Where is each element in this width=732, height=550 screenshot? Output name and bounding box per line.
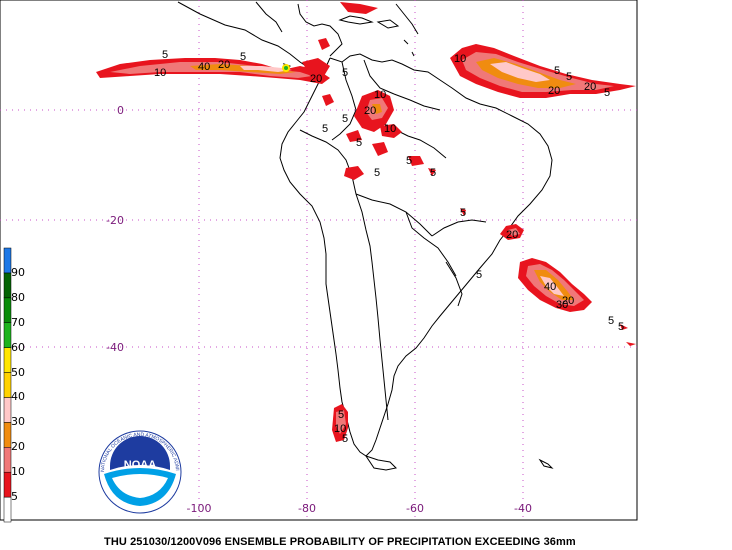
legend-label: 30 xyxy=(11,415,25,429)
legend-swatch xyxy=(3,397,12,423)
contour-label: 5 xyxy=(338,409,344,421)
map-caption: THU 251030/1200V096 ENSEMBLE PROBABILITY… xyxy=(104,536,576,548)
contour-label: 10 xyxy=(334,423,346,435)
legend-label: 5 xyxy=(11,490,18,504)
contour-label: 10 xyxy=(154,67,166,79)
legend-swatch xyxy=(3,496,12,523)
y-axis-labels: 0 -20 -40 xyxy=(106,104,124,354)
noaa-logo-text: NOAA xyxy=(124,459,156,471)
contour-label: 5 xyxy=(406,155,412,167)
legend-swatch xyxy=(3,347,12,373)
contour-label: 5 xyxy=(460,207,466,219)
contour-label: 5 xyxy=(342,67,348,79)
contour-label: 5 xyxy=(162,49,168,61)
legend-label: 40 xyxy=(11,390,25,404)
contour-label: 20 xyxy=(548,85,560,97)
precip-south-atlantic xyxy=(500,224,636,346)
contour-labels-patagonia: 5 10 5 xyxy=(334,409,348,445)
contour-label: 20 xyxy=(506,229,518,241)
x-label-60: -60 xyxy=(406,502,424,515)
contour-label: 10 xyxy=(454,53,466,65)
legend-label: 90 xyxy=(11,265,25,279)
contour-label: 5 xyxy=(608,315,614,327)
legend-swatch xyxy=(3,471,12,498)
y-label-20: -20 xyxy=(106,214,124,227)
contour-label: 5 xyxy=(322,123,328,135)
legend-label: 70 xyxy=(11,315,25,329)
contour-label: 5 xyxy=(566,71,572,83)
contour-label: 20 xyxy=(584,81,596,93)
legend-label: 10 xyxy=(11,465,25,479)
legend-swatch xyxy=(3,372,12,398)
x-label-80: -80 xyxy=(298,502,316,515)
contour-label: 10 xyxy=(374,89,386,101)
contour-label: 10 xyxy=(384,123,396,135)
contour-label: 5 xyxy=(554,65,560,77)
precip-patagonia xyxy=(332,404,348,442)
legend-swatch xyxy=(3,247,12,274)
contour-label: 20 xyxy=(562,295,574,307)
legend-label: 50 xyxy=(11,365,25,379)
x-label-100: -100 xyxy=(187,502,212,515)
legend-swatch xyxy=(3,272,12,299)
legend-label: 60 xyxy=(11,340,25,354)
contour-label: 20 xyxy=(364,105,376,117)
contour-label: 5 xyxy=(476,269,482,281)
color-legend xyxy=(3,247,12,523)
contour-label: 5 xyxy=(430,167,436,179)
contour-label: 30 xyxy=(556,299,568,311)
x-axis-labels: -100 -80 -60 -40 xyxy=(187,502,532,515)
contour-labels-amazon: 5 10 20 10 5 5 5 5 5 5 xyxy=(322,67,436,179)
legend-label: 80 xyxy=(11,290,25,304)
contour-labels-atlantic: 10 5 5 20 20 5 xyxy=(454,53,610,99)
contour-label: 5 xyxy=(342,433,348,445)
contour-label: 5 xyxy=(374,167,380,179)
legend-swatch xyxy=(3,422,12,448)
legend-label: 20 xyxy=(11,440,25,454)
contour-label: 5 xyxy=(240,51,246,63)
legend-swatch xyxy=(3,297,12,323)
legend-swatch xyxy=(3,322,12,348)
contour-label: 20 xyxy=(310,73,322,85)
contour-label: 40 xyxy=(198,61,210,73)
precip-pacific-itcz xyxy=(96,58,330,84)
contour-label: 40 xyxy=(544,281,556,293)
x-label-40: -40 xyxy=(514,502,532,515)
contour-label: 5 xyxy=(618,321,624,333)
plot-frame xyxy=(0,0,638,521)
precip-atlantic-itcz xyxy=(450,44,636,98)
contour-label: 20 xyxy=(218,59,230,71)
contour-labels-brazil: 20 5 5 xyxy=(460,207,518,281)
contour-labels-south-atlantic: 40 20 30 5 5 xyxy=(544,281,624,333)
y-label-40: -40 xyxy=(106,341,124,354)
contour-labels-pacific: 5 10 40 20 5 20 xyxy=(154,49,322,85)
y-label-0: 0 xyxy=(117,104,124,117)
contour-label: 5 xyxy=(342,113,348,125)
precip-amazon xyxy=(302,2,466,216)
contour-label: 5 xyxy=(604,87,610,99)
contour-label: 5 xyxy=(356,137,362,149)
legend-swatch xyxy=(3,447,12,473)
